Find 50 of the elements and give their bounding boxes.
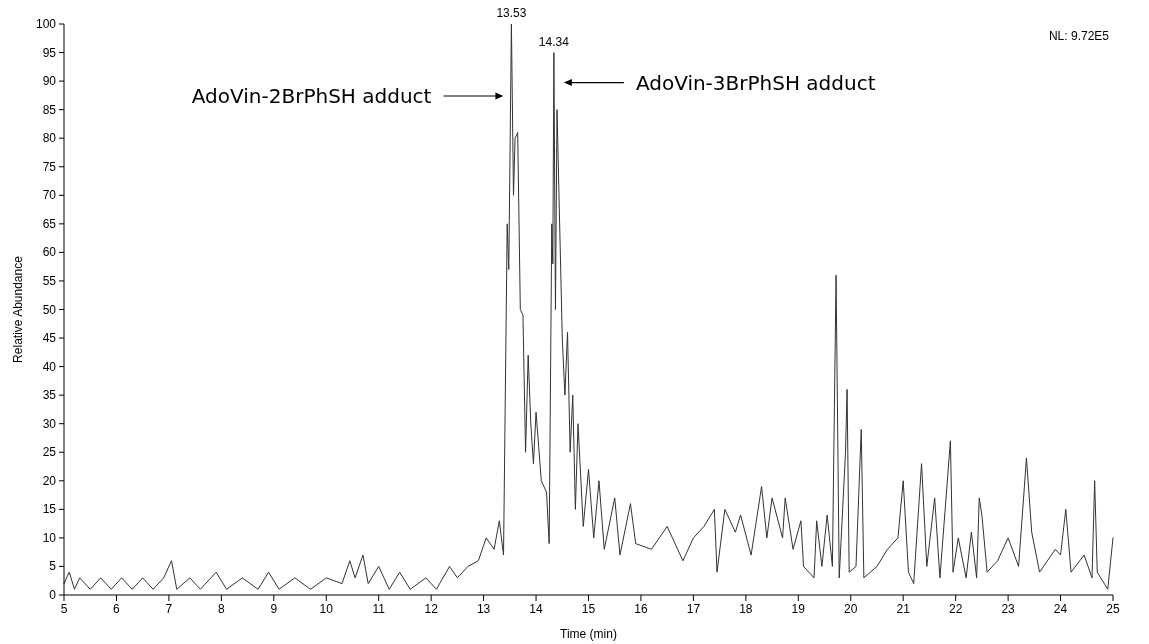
x-tick-label: 23 — [1001, 602, 1016, 616]
y-tick-label: 30 — [42, 416, 57, 431]
y-axis-title: Relative Abundance — [11, 255, 25, 363]
x-tick-label: 25 — [1106, 602, 1120, 616]
x-tick-label: 13 — [476, 602, 491, 616]
x-tick-label: 14 — [529, 602, 544, 616]
x-axis-title: Time (min) — [560, 627, 617, 641]
y-tick-label: 80 — [42, 131, 57, 146]
y-tick-label: 65 — [42, 216, 57, 231]
y-tick-label: 50 — [42, 302, 57, 317]
y-tick-label: 5 — [49, 559, 57, 574]
y-tick-label: 0 — [49, 588, 57, 602]
line-series — [63, 23, 1114, 590]
annotation: 13.53 — [496, 6, 527, 20]
x-tick-label: 5 — [60, 602, 68, 616]
annotation: NL: 9.72E5 — [1048, 29, 1110, 43]
x-tick-label: 15 — [581, 602, 596, 616]
y-tick-label: 90 — [42, 74, 57, 89]
x-tick-label: 8 — [218, 602, 226, 616]
annotation: 14.34 — [538, 34, 570, 49]
x-tick-label: 18 — [739, 602, 753, 616]
y-tick-label: 35 — [42, 388, 57, 403]
x-tick-label: 16 — [634, 602, 648, 616]
y-tick-label: 25 — [42, 445, 57, 460]
x-tick-label: 12 — [424, 602, 439, 616]
y-tick-label: 20 — [42, 473, 57, 488]
y-tick-label: 40 — [42, 359, 57, 374]
x-tick-label: 24 — [1053, 602, 1068, 616]
x-tick-label: 11 — [372, 602, 386, 616]
x-tick-label: 6 — [113, 602, 121, 616]
annotation: AdoVin-2BrPhSH adduct — [191, 84, 432, 108]
annotation: AdoVin-3BrPhSH adduct — [635, 70, 876, 95]
y-tick-label: 85 — [42, 102, 57, 117]
x-tick-label: 22 — [948, 602, 963, 616]
x-tick-label: 19 — [791, 602, 806, 616]
y-tick-label: 45 — [42, 331, 57, 346]
x-tick-label: 17 — [686, 602, 701, 616]
y-tick-label: 60 — [42, 245, 57, 260]
x-tick-label: 9 — [270, 602, 278, 616]
y-tick-label: 15 — [42, 502, 57, 517]
y-tick-label: 100 — [35, 17, 57, 31]
y-tick-label: 75 — [42, 159, 57, 174]
x-tick-label: 21 — [896, 602, 911, 616]
y-tick-label: 10 — [42, 530, 57, 545]
x-tick-label: 7 — [165, 602, 173, 616]
y-tick-label: 55 — [42, 273, 57, 288]
x-tick-label: 10 — [319, 602, 334, 616]
y-tick-label: 95 — [42, 45, 57, 60]
x-tick-label: 20 — [844, 602, 858, 616]
y-tick-label: 70 — [42, 188, 57, 203]
